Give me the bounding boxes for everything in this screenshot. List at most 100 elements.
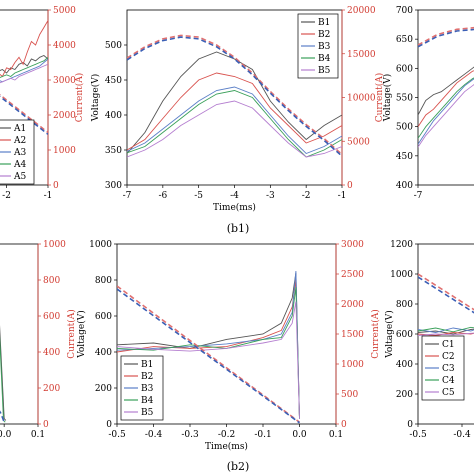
caption-b1: (b1)	[227, 222, 250, 235]
series-group	[117, 270, 300, 424]
series-line-current-5	[117, 285, 300, 423]
series-line-B4	[127, 90, 342, 158]
x-tick-label: 0.0	[0, 430, 12, 440]
y2-tick-label: 0	[43, 420, 49, 430]
series-line-current-5	[0, 93, 48, 134]
legend-entry-B5: B5	[318, 66, 331, 76]
y-tick-label: 1200	[390, 240, 413, 250]
chart-panel-top-left: -2 -1010002000300040005000Current(A)A1A2A…	[0, 6, 85, 201]
x-tick-label: -0.2	[218, 430, 235, 440]
series-line-C2	[418, 332, 474, 336]
series-group	[127, 34, 342, 158]
y2-tick-label: 1000	[53, 146, 76, 156]
x-tick-label: -0.4	[453, 430, 471, 440]
x-tick-label: -6	[158, 191, 167, 201]
y-tick-label: 400	[105, 111, 122, 121]
x-tick-label: -0.4	[145, 430, 163, 440]
y-tick-label: 700	[396, 6, 413, 16]
y-axis-label: Voltage(V)	[90, 74, 101, 123]
y-tick-label: 600	[95, 312, 112, 322]
y-axis-label: Voltage(V)	[382, 74, 393, 123]
y2-tick-label: 3000	[341, 240, 364, 250]
y-tick-label: 450	[396, 152, 413, 162]
series-line-A3	[0, 58, 48, 83]
x-tick-label: -4	[230, 191, 239, 201]
x-tick-label: -1	[44, 191, 53, 201]
legend-entry-A3: A3	[13, 148, 26, 158]
y2-tick-label: 200	[43, 384, 60, 394]
y-tick-label: 200	[396, 390, 413, 400]
y2-tick-label: 5000	[53, 6, 76, 16]
legend-entry-A2: A2	[13, 136, 26, 146]
chart-panel-b1: -7 -6 -5 -4 -3 -2 -130035040045050005000100001…	[90, 6, 385, 213]
y2-tick-label: 1500	[341, 330, 364, 340]
chart-panel-b2: -0.5 -0.4 -0.3 -0.2 -0.1 0.0 0.102004006008001…	[76, 240, 381, 452]
y2-axis-label: Current(A)	[374, 73, 385, 123]
x-axis-label: Time(ms)	[205, 441, 248, 452]
x-tick-label: -5	[194, 191, 203, 201]
y2-tick-label: 0	[53, 181, 59, 191]
legend-entry-C4: C4	[442, 376, 455, 386]
x-tick-label: -7	[123, 191, 132, 201]
y-tick-label: 550	[396, 94, 413, 104]
legend: C1 C2 C3 C4 C5	[421, 335, 465, 401]
legend-entry-C1: C1	[442, 340, 455, 350]
series-line-current-5	[418, 26, 474, 46]
y2-tick-label: 15000	[347, 50, 376, 60]
x-tick-label: -7	[414, 191, 423, 201]
legend-entry-B2: B2	[141, 372, 153, 382]
y-tick-label: 300	[105, 181, 122, 191]
y-tick-label: 200	[95, 384, 112, 394]
y2-tick-label: 500	[341, 390, 358, 400]
y-tick-label: 600	[396, 330, 413, 340]
series-line-C5	[418, 332, 474, 336]
x-tick-label: -2	[302, 191, 311, 201]
x-tick-label: 0.1	[31, 430, 45, 440]
y-tick-label: 500	[396, 123, 413, 133]
series-line-current-1	[0, 334, 6, 423]
legend-entry-B5: B5	[141, 408, 154, 418]
y-tick-label: 400	[396, 360, 413, 370]
x-tick-label: -3	[266, 191, 275, 201]
y2-tick-label: 3000	[53, 76, 76, 86]
series-line-current-6	[117, 288, 300, 424]
series-line-current-0	[418, 66, 474, 116]
series-line-current-6	[0, 95, 48, 135]
y2-tick-label: 1000	[341, 360, 364, 370]
series-group	[0, 20, 48, 135]
series-line-A2	[0, 20, 48, 78]
y2-tick-label: 2000	[341, 300, 364, 310]
series-line-B1	[127, 51, 342, 154]
series-line-current-5	[418, 273, 474, 311]
y-tick-label: 400	[95, 348, 112, 358]
y-tick-label: 500	[105, 41, 122, 51]
y2-tick-label: 2500	[341, 270, 364, 280]
y-axis-label: Voltage(V)	[76, 310, 87, 359]
series-line-current-5	[127, 34, 342, 155]
y-tick-label: 0	[106, 420, 112, 430]
y-tick-label: 450	[105, 76, 122, 86]
series-line-current-0	[0, 325, 7, 421]
legend: A1 A2 A3 A4 A5	[0, 119, 35, 185]
series-line-current-3	[418, 77, 474, 139]
y2-tick-label: 5000	[347, 137, 370, 147]
plot-frame	[417, 9, 474, 186]
series-line-current-6	[418, 276, 474, 314]
y2-tick-label: 0	[341, 420, 347, 430]
x-tick-label: 0.0	[292, 430, 307, 440]
legend-entry-B1: B1	[318, 18, 330, 28]
series-line-current-1	[418, 70, 474, 127]
series-line-C3	[418, 327, 474, 333]
y-tick-label: 800	[396, 300, 413, 310]
y-tick-label: 600	[396, 64, 413, 74]
series-line-B2	[127, 72, 342, 151]
legend-entry-B2: B2	[318, 30, 330, 40]
legend-entry-A5: A5	[13, 172, 26, 182]
legend-entry-B4: B4	[318, 54, 331, 64]
x-tick-label: -2	[2, 191, 11, 201]
series-line-A4	[0, 56, 48, 79]
legend-entry-B3: B3	[141, 384, 154, 394]
series-line-current-2	[418, 78, 474, 145]
y-tick-label: 800	[95, 276, 112, 286]
